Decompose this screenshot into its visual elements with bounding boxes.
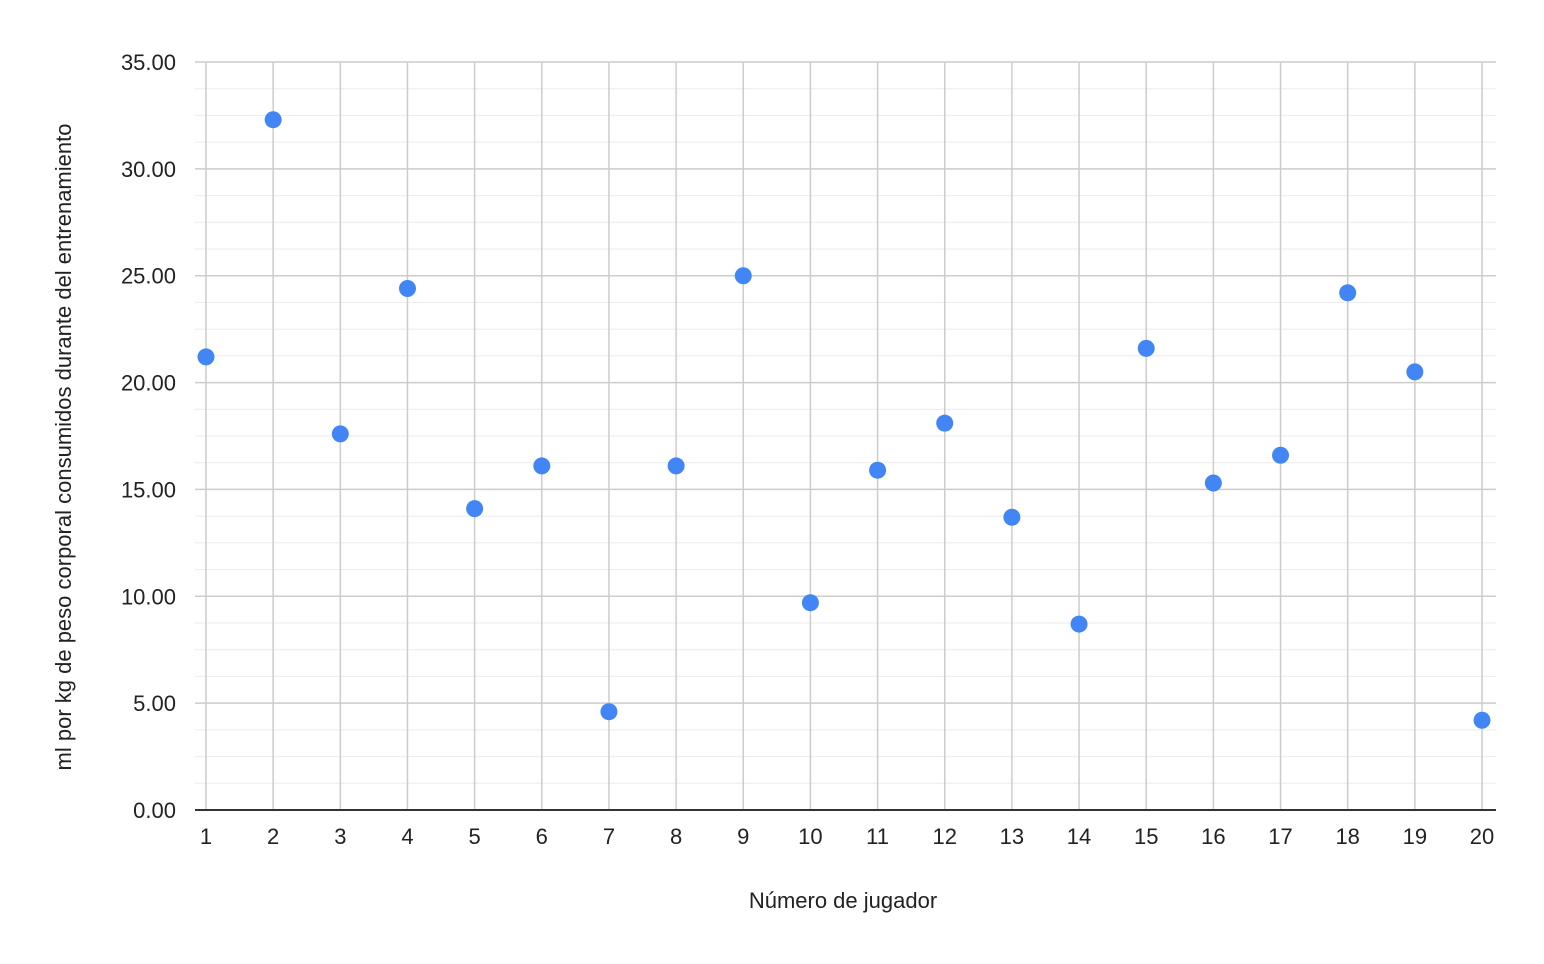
x-tick-label: 6: [536, 824, 548, 849]
y-tick-label: 15.00: [121, 477, 176, 502]
data-point: [1003, 508, 1021, 526]
x-tick-label: 5: [469, 824, 481, 849]
x-tick-label: 15: [1134, 824, 1158, 849]
y-tick-label: 35.00: [121, 50, 176, 75]
grid: [195, 61, 1496, 810]
x-tick-label: 8: [670, 824, 682, 849]
y-tick-label: 10.00: [121, 584, 176, 609]
data-point: [264, 111, 282, 129]
x-tick-label: 7: [603, 824, 615, 849]
x-tick-label: 11: [866, 824, 889, 849]
data-point: [1070, 615, 1088, 633]
y-axis-title: ml por kg de peso corporal consumidos du…: [51, 124, 76, 771]
data-point: [1406, 363, 1424, 381]
data-point: [1204, 474, 1222, 492]
y-tick-label: 20.00: [121, 371, 176, 396]
x-tick-label: 9: [737, 824, 749, 849]
x-tick-label: 13: [1000, 824, 1024, 849]
y-tick-label: 25.00: [121, 264, 176, 289]
x-tick-label: 2: [267, 824, 279, 849]
x-tick-label: 3: [334, 824, 346, 849]
data-points: [197, 111, 1491, 729]
x-axis-title: Número de jugador: [749, 888, 937, 913]
data-point: [1473, 711, 1491, 729]
data-point: [1272, 446, 1290, 464]
data-point: [398, 280, 416, 298]
data-point: [1339, 284, 1357, 302]
x-tick-label: 14: [1067, 824, 1091, 849]
x-tick-label: 1: [200, 824, 212, 849]
data-point: [936, 414, 954, 432]
data-point: [197, 348, 215, 366]
y-tick-label: 0.00: [133, 798, 176, 823]
x-tick-label: 18: [1335, 824, 1359, 849]
x-tick-label: 16: [1201, 824, 1225, 849]
x-tick-label: 20: [1470, 824, 1494, 849]
x-tick-label: 10: [798, 824, 822, 849]
data-point: [801, 594, 819, 612]
data-point: [869, 461, 887, 479]
data-point: [466, 500, 484, 518]
data-point: [667, 457, 685, 475]
x-tick-label: 12: [932, 824, 956, 849]
x-tick-label: 17: [1268, 824, 1292, 849]
data-point: [734, 267, 752, 285]
y-tick-label: 5.00: [133, 691, 176, 716]
y-tick-label: 30.00: [121, 157, 176, 182]
x-tick-label: 19: [1403, 824, 1427, 849]
data-point: [331, 425, 349, 443]
data-point: [533, 457, 551, 475]
data-point: [600, 703, 618, 721]
data-point: [1137, 339, 1155, 357]
x-tick-label: 4: [401, 824, 413, 849]
